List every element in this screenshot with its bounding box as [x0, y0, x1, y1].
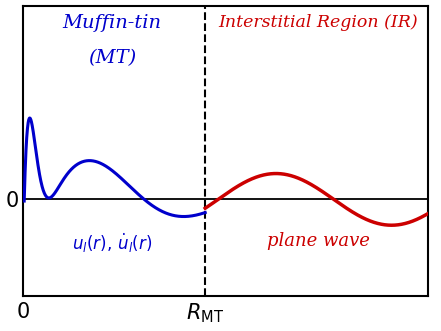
Text: $u_l(r),\, \dot{u}_l(r)$: $u_l(r),\, \dot{u}_l(r)$ [72, 232, 152, 256]
Text: plane wave: plane wave [267, 232, 370, 250]
Text: Interstitial Region (IR): Interstitial Region (IR) [219, 14, 419, 31]
Text: Muffin-tin: Muffin-tin [63, 14, 161, 32]
Text: (MT): (MT) [88, 49, 136, 67]
